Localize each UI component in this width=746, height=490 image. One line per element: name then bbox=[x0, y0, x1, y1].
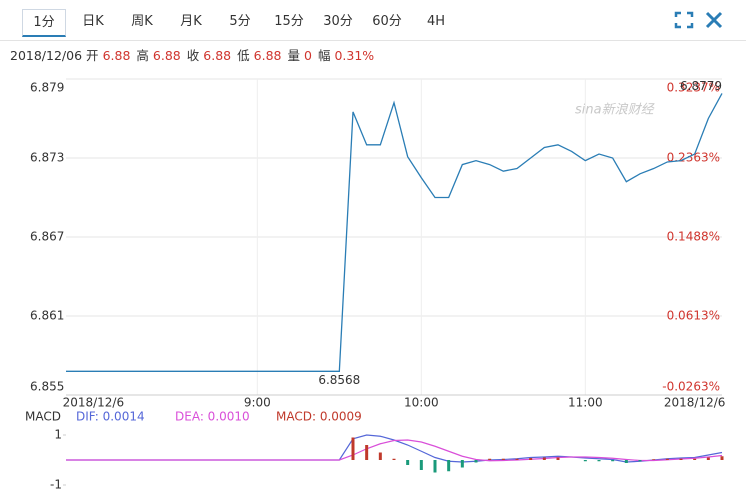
macd-bar bbox=[501, 458, 505, 460]
icon-shape bbox=[674, 11, 694, 29]
info-label: 收 bbox=[186, 48, 200, 63]
annotation: 6.8568 bbox=[318, 373, 360, 387]
macd-bar bbox=[611, 460, 615, 462]
info-label: 2018/12/06 bbox=[10, 48, 83, 63]
macd-bar bbox=[693, 458, 697, 460]
y-tick-label: 6.867 bbox=[30, 230, 64, 244]
macd-bar bbox=[529, 458, 533, 460]
macd-bar bbox=[679, 458, 683, 460]
macd-bar bbox=[652, 459, 656, 460]
info-label: 低 bbox=[237, 48, 250, 63]
fullscreen-icon[interactable] bbox=[674, 11, 694, 29]
info-value: 0 bbox=[304, 48, 312, 63]
y2-tick-label: 0.1488% bbox=[667, 229, 720, 243]
y-tick-label: 6.855 bbox=[30, 380, 64, 394]
tab[interactable]: 日K bbox=[82, 14, 104, 29]
y2-tick-label: 0.3237% bbox=[667, 81, 720, 95]
info-label: 量 bbox=[287, 48, 300, 63]
x-tick-label: 11:00 bbox=[568, 396, 603, 410]
y-tick-label: 6.879 bbox=[30, 81, 64, 95]
tab[interactable]: 5分 bbox=[229, 14, 251, 29]
macd-bar bbox=[488, 458, 492, 460]
macd-bar bbox=[556, 457, 560, 460]
info-label: 高 bbox=[136, 48, 149, 63]
macd-bar bbox=[706, 457, 710, 460]
info-value: 0.31% bbox=[334, 48, 375, 63]
macd-bar bbox=[433, 460, 437, 473]
macd-bar bbox=[720, 456, 724, 460]
legend-entry: DIF: 0.0014 bbox=[76, 410, 145, 424]
tab[interactable]: 60分 bbox=[372, 14, 402, 29]
y-tick-label: 6.873 bbox=[30, 151, 64, 165]
y2-tick-label: 0.0613% bbox=[667, 308, 720, 322]
settings-icon[interactable] bbox=[705, 11, 723, 29]
info-value: 6.88 bbox=[102, 48, 131, 63]
y-tick-label: 6.861 bbox=[30, 309, 64, 323]
y2-tick-label: -0.0263% bbox=[662, 380, 720, 394]
macd-line bbox=[66, 434, 723, 463]
macd-bar bbox=[351, 437, 355, 460]
tab[interactable]: 1分 bbox=[22, 9, 66, 37]
legend-entry: DEA: 0.0010 bbox=[175, 410, 250, 424]
y2-tick-label: 0.2363% bbox=[667, 150, 720, 164]
icon-shape bbox=[705, 11, 723, 29]
info-bar: 2018/12/06 开 6.88 高 6.88 收 6.88 低 6.88 量 0 幅 0.31% bbox=[10, 45, 380, 64]
price-line bbox=[66, 93, 723, 372]
tab[interactable]: 15分 bbox=[274, 14, 304, 29]
info-label: 开 bbox=[86, 48, 99, 63]
watermark: sina新浪财经 bbox=[575, 102, 656, 118]
x-tick-label: 2018/12/6 bbox=[664, 396, 726, 410]
y-tick-label: -1 bbox=[50, 478, 62, 490]
x-tick-label: 9:00 bbox=[244, 396, 271, 410]
macd-bar bbox=[583, 460, 587, 462]
info-value: 6.88 bbox=[253, 48, 282, 63]
macd-label: MACD bbox=[25, 410, 61, 424]
macd-line bbox=[66, 439, 723, 462]
macd-bar bbox=[638, 460, 642, 462]
x-tick-label: 2018/12/6 bbox=[63, 396, 125, 410]
macd-bar bbox=[378, 452, 382, 460]
tab[interactable]: 月K bbox=[180, 14, 202, 29]
tab[interactable]: 周K bbox=[131, 14, 153, 29]
macd-bar bbox=[542, 457, 546, 460]
tab[interactable]: 30分 bbox=[323, 14, 353, 29]
macd-bar bbox=[447, 460, 451, 472]
info-value: 6.88 bbox=[152, 48, 181, 63]
macd-bar bbox=[392, 458, 396, 460]
macd-bar bbox=[365, 445, 369, 460]
macd-bar bbox=[474, 460, 478, 463]
macd-bar bbox=[406, 460, 410, 465]
info-value: 6.88 bbox=[203, 48, 232, 63]
tab[interactable]: 4H bbox=[426, 14, 446, 29]
macd-bar bbox=[624, 460, 628, 463]
macd-bar bbox=[515, 458, 519, 460]
macd-bar bbox=[597, 460, 601, 462]
legend-entry: MACD: 0.0009 bbox=[276, 410, 362, 424]
macd-bar bbox=[460, 460, 464, 468]
tab-bar: 1分 日K 周K 月K 5分 15分 30分 60分 4H bbox=[0, 0, 746, 41]
x-tick-label: 10:00 bbox=[404, 396, 439, 410]
macd-bar bbox=[419, 460, 423, 470]
y-tick-label: 1 bbox=[54, 428, 62, 442]
info-label: 幅 bbox=[317, 48, 331, 63]
annotation: 6.8779 bbox=[680, 79, 722, 93]
macd-bar bbox=[665, 458, 669, 460]
